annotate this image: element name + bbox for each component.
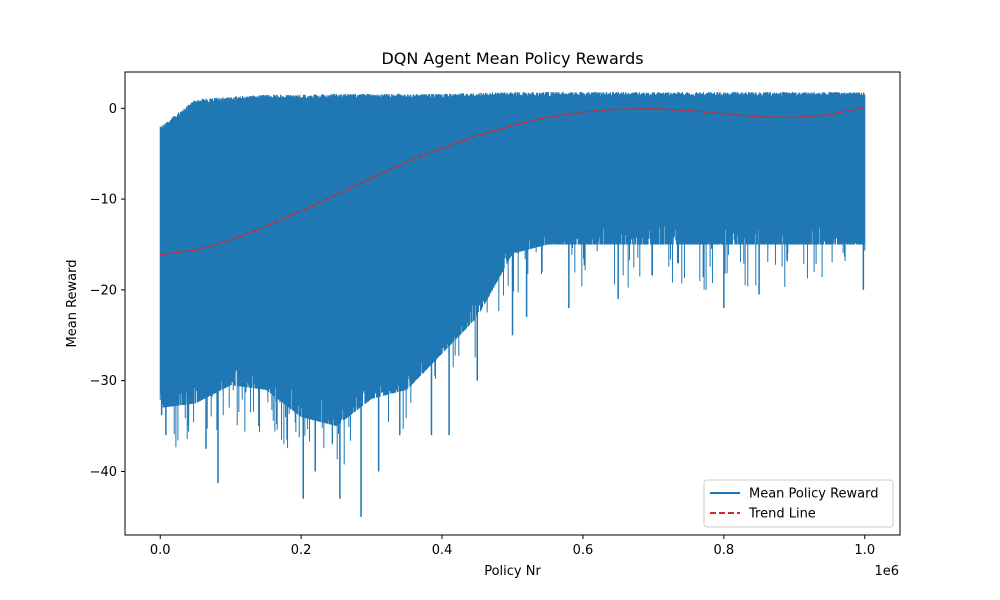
y-axis-label: Mean Reward xyxy=(65,260,80,348)
legend: Mean Policy Reward Trend Line xyxy=(703,479,894,528)
legend-box xyxy=(703,479,894,528)
y-tick-label: −10 xyxy=(90,193,117,208)
x-axis-ticks: 0.0 0.2 0.4 0.6 0.8 1.0 xyxy=(150,535,875,558)
y-tick-label: −40 xyxy=(90,465,117,480)
x-axis-offset-label: 1e6 xyxy=(874,564,899,579)
y-tick-label: −20 xyxy=(90,283,117,298)
x-tick-label: 0.6 xyxy=(573,543,594,558)
plot-layer xyxy=(159,91,866,517)
x-tick-label: 0.0 xyxy=(150,543,171,558)
x-tick-label: 0.8 xyxy=(714,543,735,558)
legend-label-mean-policy-reward: Mean Policy Reward xyxy=(749,487,879,502)
y-tick-label: −30 xyxy=(90,374,117,389)
legend-label-trend-line: Trend Line xyxy=(748,507,816,522)
series-trend-line xyxy=(160,106,865,256)
chart-title: DQN Agent Mean Policy Rewards xyxy=(381,49,643,68)
axes-frame xyxy=(124,71,901,536)
x-tick-label: 0.2 xyxy=(291,543,312,558)
x-tick-label: 1.0 xyxy=(854,543,875,558)
y-tick-label: 0 xyxy=(109,102,117,117)
series-mean-policy-reward xyxy=(159,91,866,465)
x-axis-label: Policy Nr xyxy=(484,564,541,579)
x-tick-label: 0.4 xyxy=(432,543,453,558)
y-axis-ticks: −40 −30 −20 −10 0 xyxy=(90,102,125,480)
